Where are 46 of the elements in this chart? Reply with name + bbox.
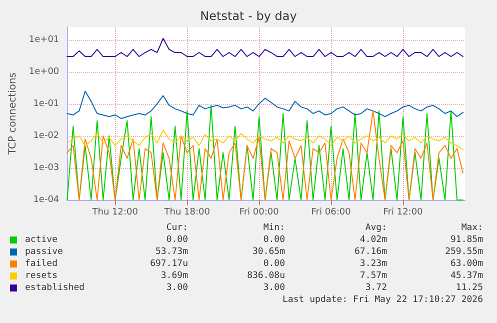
text: 91.85m xyxy=(450,235,483,245)
text: 67.16m xyxy=(354,247,387,257)
line-series xyxy=(66,90,464,119)
y-tick-label: 1e-02 xyxy=(33,130,60,141)
text: 3.00 xyxy=(263,283,285,293)
chart-title: Netstat - by day xyxy=(200,9,297,23)
text: Avg: xyxy=(365,223,387,233)
text: 53.73m xyxy=(155,247,188,257)
line-series xyxy=(66,130,464,150)
text: 259.55m xyxy=(445,247,483,257)
text: 63.00m xyxy=(450,259,483,269)
line-series xyxy=(66,38,464,58)
y-tick-label: 1e-04 xyxy=(33,195,60,205)
text: 0.00 xyxy=(263,235,285,245)
text: 30.65m xyxy=(252,247,285,257)
x-tick-label: Fri 12:00 xyxy=(383,208,424,218)
legend-label: active xyxy=(25,235,58,245)
text: 697.17u xyxy=(150,259,188,269)
y-axis-title: TCP connections xyxy=(8,72,18,156)
text: Min: xyxy=(263,223,285,233)
x-tick-label: Thu 12:00 xyxy=(91,208,138,218)
text: 7.57m xyxy=(360,271,387,281)
text: 0.00 xyxy=(263,259,285,269)
y-tick-label: 1e-03 xyxy=(33,162,60,173)
y-tick-label: 1e-01 xyxy=(33,98,60,109)
text: 3.00 xyxy=(166,283,188,293)
legend-label: passive xyxy=(25,247,63,257)
legend-label: resets xyxy=(25,271,58,281)
x-tick-label: Fri 06:00 xyxy=(311,208,352,218)
text: 4.02m xyxy=(360,235,387,245)
text: Cur: xyxy=(166,223,188,233)
y-tick-label: 1e+01 xyxy=(28,34,60,45)
text: Max: xyxy=(461,223,483,233)
text: 0.00 xyxy=(166,235,188,245)
text: 3.69m xyxy=(160,271,188,281)
text: 836.08u xyxy=(247,271,285,281)
x-tick-label: Thu 18:00 xyxy=(163,208,210,218)
text: 3.23m xyxy=(360,259,387,269)
y-tick-label: 1e+00 xyxy=(28,66,60,77)
text: Last update: Fri May 22 17:10:27 2026 xyxy=(282,295,483,305)
text: 3.72 xyxy=(365,283,387,293)
x-tick-label: Fri 00:00 xyxy=(239,208,280,218)
text: 45.37m xyxy=(450,271,483,281)
legend-label: failed xyxy=(25,259,58,269)
legend-label: established xyxy=(25,283,85,293)
text: 11.25 xyxy=(456,283,483,293)
